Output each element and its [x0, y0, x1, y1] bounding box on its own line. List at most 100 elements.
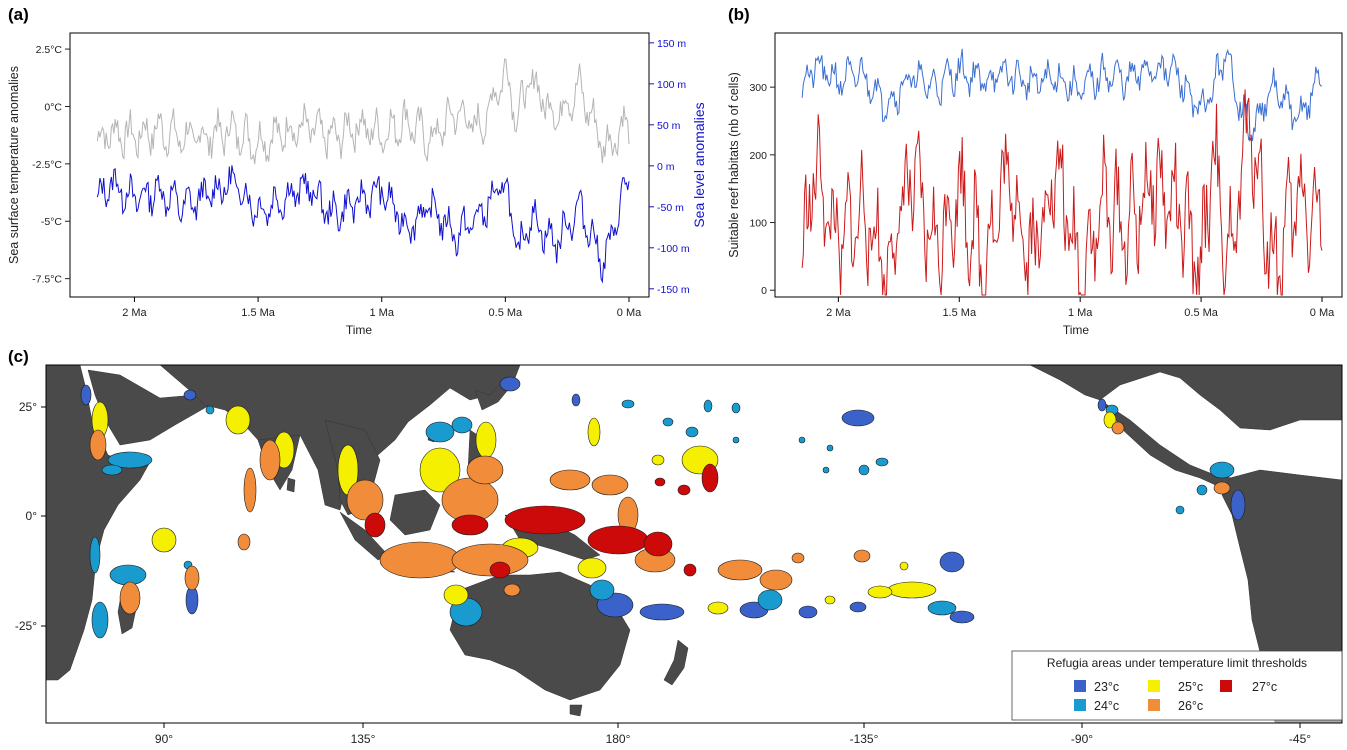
map-frame — [45, 364, 1343, 724]
series-line-1 — [96, 165, 630, 284]
patch — [101, 464, 123, 476]
y-tick-label: -50 m — [657, 202, 684, 214]
patch — [822, 466, 830, 474]
patch — [119, 581, 141, 615]
patch — [443, 584, 469, 606]
patch — [419, 447, 461, 493]
y-tick-label: 50 m — [657, 120, 681, 132]
y-tick-label: -2.5°C — [32, 159, 62, 171]
legend-label-23: 23°c — [1094, 680, 1119, 694]
patch — [346, 479, 384, 521]
patch — [949, 610, 975, 624]
patch — [867, 585, 893, 599]
map-x-tick-label: 135° — [351, 732, 376, 746]
y-tick-label: 0°C — [44, 101, 62, 113]
legend-swatch-23 — [1074, 680, 1086, 692]
patch — [589, 579, 615, 601]
panel-c-letter: (c) — [8, 347, 29, 366]
refugia-27 — [364, 463, 719, 579]
patch — [662, 417, 674, 427]
patch — [499, 376, 521, 392]
x-tick-label: 0 Ma — [1310, 307, 1335, 319]
refugia-24 — [89, 399, 1235, 639]
x-tick-label: 1 Ma — [369, 307, 394, 319]
patch — [503, 583, 521, 597]
patch — [489, 561, 511, 579]
patch — [826, 444, 834, 452]
panel-b-letter: (b) — [728, 5, 750, 24]
map-y-tick-label: 25° — [19, 400, 37, 414]
y-tick-label: -7.5°C — [32, 274, 62, 286]
x-tick-label: 0 Ma — [617, 307, 642, 319]
map-x-tick-label: -135° — [850, 732, 879, 746]
panel-a-y-ticks: 2.5°C 0°C -2.5°C -5°C -7.5°C — [32, 44, 70, 286]
patch — [80, 384, 92, 406]
legend-label-25: 25°c — [1178, 680, 1203, 694]
map-y-ticks: 25° 0° -25° — [15, 400, 46, 633]
patch — [364, 512, 386, 538]
patch — [875, 457, 889, 467]
map-x-tick-label: -90° — [1071, 732, 1093, 746]
legend-label-27: 27°c — [1252, 680, 1277, 694]
land-borneo — [389, 489, 441, 536]
patch — [685, 426, 699, 438]
patch — [225, 405, 251, 435]
patch — [183, 389, 197, 401]
patch — [466, 455, 504, 485]
patch — [451, 416, 473, 434]
patch — [887, 581, 937, 599]
panel-b-xlabel: Time — [1063, 323, 1090, 337]
y-tick-label: -150 m — [657, 284, 690, 296]
series-line-0 — [96, 58, 630, 165]
refugia-26 — [89, 421, 1231, 615]
land-africa — [46, 365, 151, 681]
patch — [643, 531, 673, 557]
map-x-tick-label: -45° — [1289, 732, 1311, 746]
series-line-0 — [801, 48, 1323, 142]
panel-b-frame — [774, 32, 1343, 298]
patch — [703, 399, 713, 413]
panel-a-y2-ticks: 150 m 100 m 50 m 0 m -50 m -100 m -150 m — [649, 38, 690, 296]
patch — [107, 451, 153, 469]
patch — [1097, 398, 1107, 412]
map-x-tick-label: 90° — [155, 732, 173, 746]
y-tick-label: -5°C — [41, 216, 63, 228]
land-newzealand — [663, 639, 689, 686]
patch — [639, 603, 685, 621]
patch — [504, 505, 586, 535]
y-tick-label: 0 — [761, 285, 767, 297]
patch — [853, 549, 871, 563]
y-tick-label: 2.5°C — [36, 44, 63, 56]
x-tick-label: 1 Ma — [1068, 307, 1093, 319]
panel-a-y2label: Sea level anomalies — [691, 102, 707, 227]
map-y-tick-label: 0° — [26, 509, 38, 523]
patch — [677, 484, 691, 496]
map-content — [46, 365, 1342, 723]
patch — [927, 600, 957, 616]
patch — [1196, 484, 1208, 496]
patch — [701, 463, 719, 493]
patch — [717, 559, 763, 581]
patch — [731, 402, 741, 414]
patch — [757, 589, 783, 611]
patch — [89, 429, 107, 461]
y-tick-label: 0 m — [657, 161, 675, 173]
legend-swatch-27 — [1220, 680, 1232, 692]
patch — [379, 541, 461, 579]
panel-b-x-ticks: 2 Ma 1.5 Ma 1 Ma 0.5 Ma 0 Ma — [826, 297, 1335, 319]
patch — [683, 563, 697, 577]
x-tick-label: 0.5 Ma — [1184, 307, 1219, 319]
patch — [587, 525, 649, 555]
patch — [791, 552, 805, 564]
patch — [899, 561, 909, 571]
series-line-1 — [801, 89, 1323, 296]
panel-a-letter: (a) — [8, 5, 29, 24]
patch — [475, 421, 497, 459]
panel-a-xlabel: Time — [346, 323, 373, 337]
map-legend: Refugia areas under temperature limit th… — [1011, 650, 1343, 721]
patch — [205, 405, 215, 415]
x-tick-label: 2 Ma — [826, 307, 851, 319]
patch — [1111, 421, 1125, 435]
